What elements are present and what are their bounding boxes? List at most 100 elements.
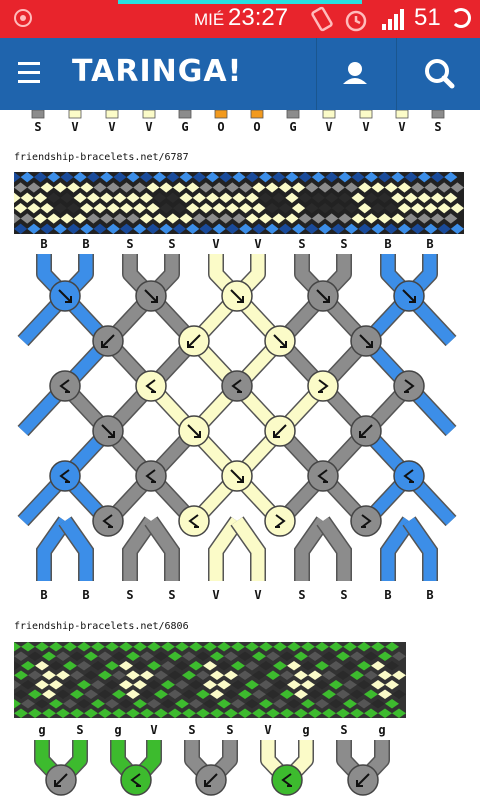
bracelet-bead <box>371 642 385 652</box>
bracelet-bead <box>384 223 398 234</box>
bracelet-bead <box>338 172 352 183</box>
bracelet-bead <box>378 651 392 661</box>
bracelet-bead <box>278 223 292 234</box>
bracelet-bead <box>291 182 306 193</box>
bracelet-bead <box>225 182 239 193</box>
bracelet-bead <box>273 699 287 709</box>
app-bar: TARINGA! <box>0 38 480 110</box>
bracelet-bead <box>315 680 329 690</box>
bracelet-bead <box>133 182 147 193</box>
bracelet-bead <box>175 699 189 709</box>
bracelet-bead <box>259 642 273 652</box>
bracelet-bead <box>308 670 322 680</box>
bracelet-bead <box>331 223 345 234</box>
bracelet-bead <box>14 708 28 718</box>
bracelet-bead <box>291 203 306 214</box>
knot <box>393 460 425 492</box>
bracelet-bead <box>411 223 425 234</box>
thread-label: B <box>384 588 391 602</box>
bracelet-bead <box>192 192 206 203</box>
bracelet-bead <box>291 223 306 234</box>
bracelet-bead <box>91 661 105 671</box>
knot-arrow <box>273 334 287 348</box>
bracelet-preview-6806 <box>14 642 406 718</box>
bracelet-bead <box>93 223 107 234</box>
thread <box>59 517 93 581</box>
bracelet-bead <box>231 680 245 690</box>
thread-label: S <box>340 723 347 737</box>
bracelet-bead <box>301 680 315 690</box>
bracelet-bead <box>351 213 365 224</box>
bracelet-bead <box>252 203 266 214</box>
bracelet-bead <box>28 708 42 718</box>
bracelet-bead <box>329 680 343 690</box>
bracelet-bead <box>33 213 48 224</box>
search-button[interactable] <box>396 38 480 110</box>
knot <box>49 460 81 492</box>
bracelet-bead <box>350 689 364 699</box>
bracelet-bead <box>100 213 114 224</box>
bracelet-bead <box>358 203 372 214</box>
bracelet-bead <box>159 182 173 193</box>
user-button[interactable] <box>316 38 393 110</box>
knot-arrow <box>316 289 330 303</box>
bracelet-bead <box>152 192 167 203</box>
bracelet-bead <box>217 699 231 709</box>
bracelet-bead <box>98 670 112 680</box>
caption-6787: friendship-bracelets.net/6787 <box>14 152 189 163</box>
knot-arrow <box>145 469 156 483</box>
knot <box>221 370 253 402</box>
bracelet-bead <box>182 670 196 680</box>
alarm-icon <box>345 10 367 32</box>
thread <box>123 517 157 581</box>
bracelet-bead <box>371 680 385 690</box>
bracelet-bead <box>70 689 84 699</box>
bracelet-bead <box>84 670 98 680</box>
bracelet-bead <box>350 708 364 718</box>
thread-label: V <box>254 588 261 602</box>
bracelet-bead <box>378 670 392 680</box>
bracelet-bead <box>273 661 287 671</box>
knot-arrow <box>101 334 115 348</box>
menu-icon[interactable] <box>18 62 40 84</box>
bracelet-bead <box>93 182 107 193</box>
thread-label: V <box>254 237 261 251</box>
knot-arrow <box>317 469 328 483</box>
bracelet-bead <box>298 172 312 183</box>
bracelet-bead <box>385 680 399 690</box>
brand-logo[interactable]: TARINGA! <box>72 54 243 89</box>
post-content: S V V V G O O G V V V S friendship-bracelets.net/67… <box>0 110 480 800</box>
bracelet-bead <box>301 642 315 652</box>
bracelet-bead <box>266 689 280 699</box>
bracelet-bead <box>252 651 266 661</box>
bracelet-bead <box>311 192 326 203</box>
bracelet-bead <box>305 203 319 214</box>
knot-arrow <box>144 289 158 303</box>
thread-end <box>431 110 445 119</box>
knot <box>307 460 339 492</box>
bracelet-bead <box>146 182 160 193</box>
bracelet-bead <box>63 680 77 690</box>
bracelet-bead <box>364 708 378 718</box>
bracelet-bead <box>350 670 364 680</box>
knot <box>135 370 167 402</box>
thread-label: S <box>298 588 305 602</box>
bracelet-bead <box>189 661 203 671</box>
bracelet-bead <box>139 213 153 224</box>
bracelet-bead <box>287 699 301 709</box>
bracelet-bead <box>66 203 81 214</box>
thread-label: B <box>82 588 89 602</box>
bracelet-bead <box>329 642 343 652</box>
bracelet-bead <box>336 651 350 661</box>
bracelet-bead <box>325 213 339 224</box>
bracelet-bead <box>166 213 180 224</box>
search-icon <box>425 59 455 89</box>
bracelet-bead <box>224 689 238 699</box>
bracelet-bead <box>318 182 332 193</box>
bracelet-bead <box>77 699 91 709</box>
bracelet-bead <box>112 689 126 699</box>
bracelet-bead <box>219 213 233 224</box>
bracelet-bead <box>266 708 280 718</box>
bracelet-bead <box>20 213 34 224</box>
bracelet-bead <box>298 192 312 203</box>
